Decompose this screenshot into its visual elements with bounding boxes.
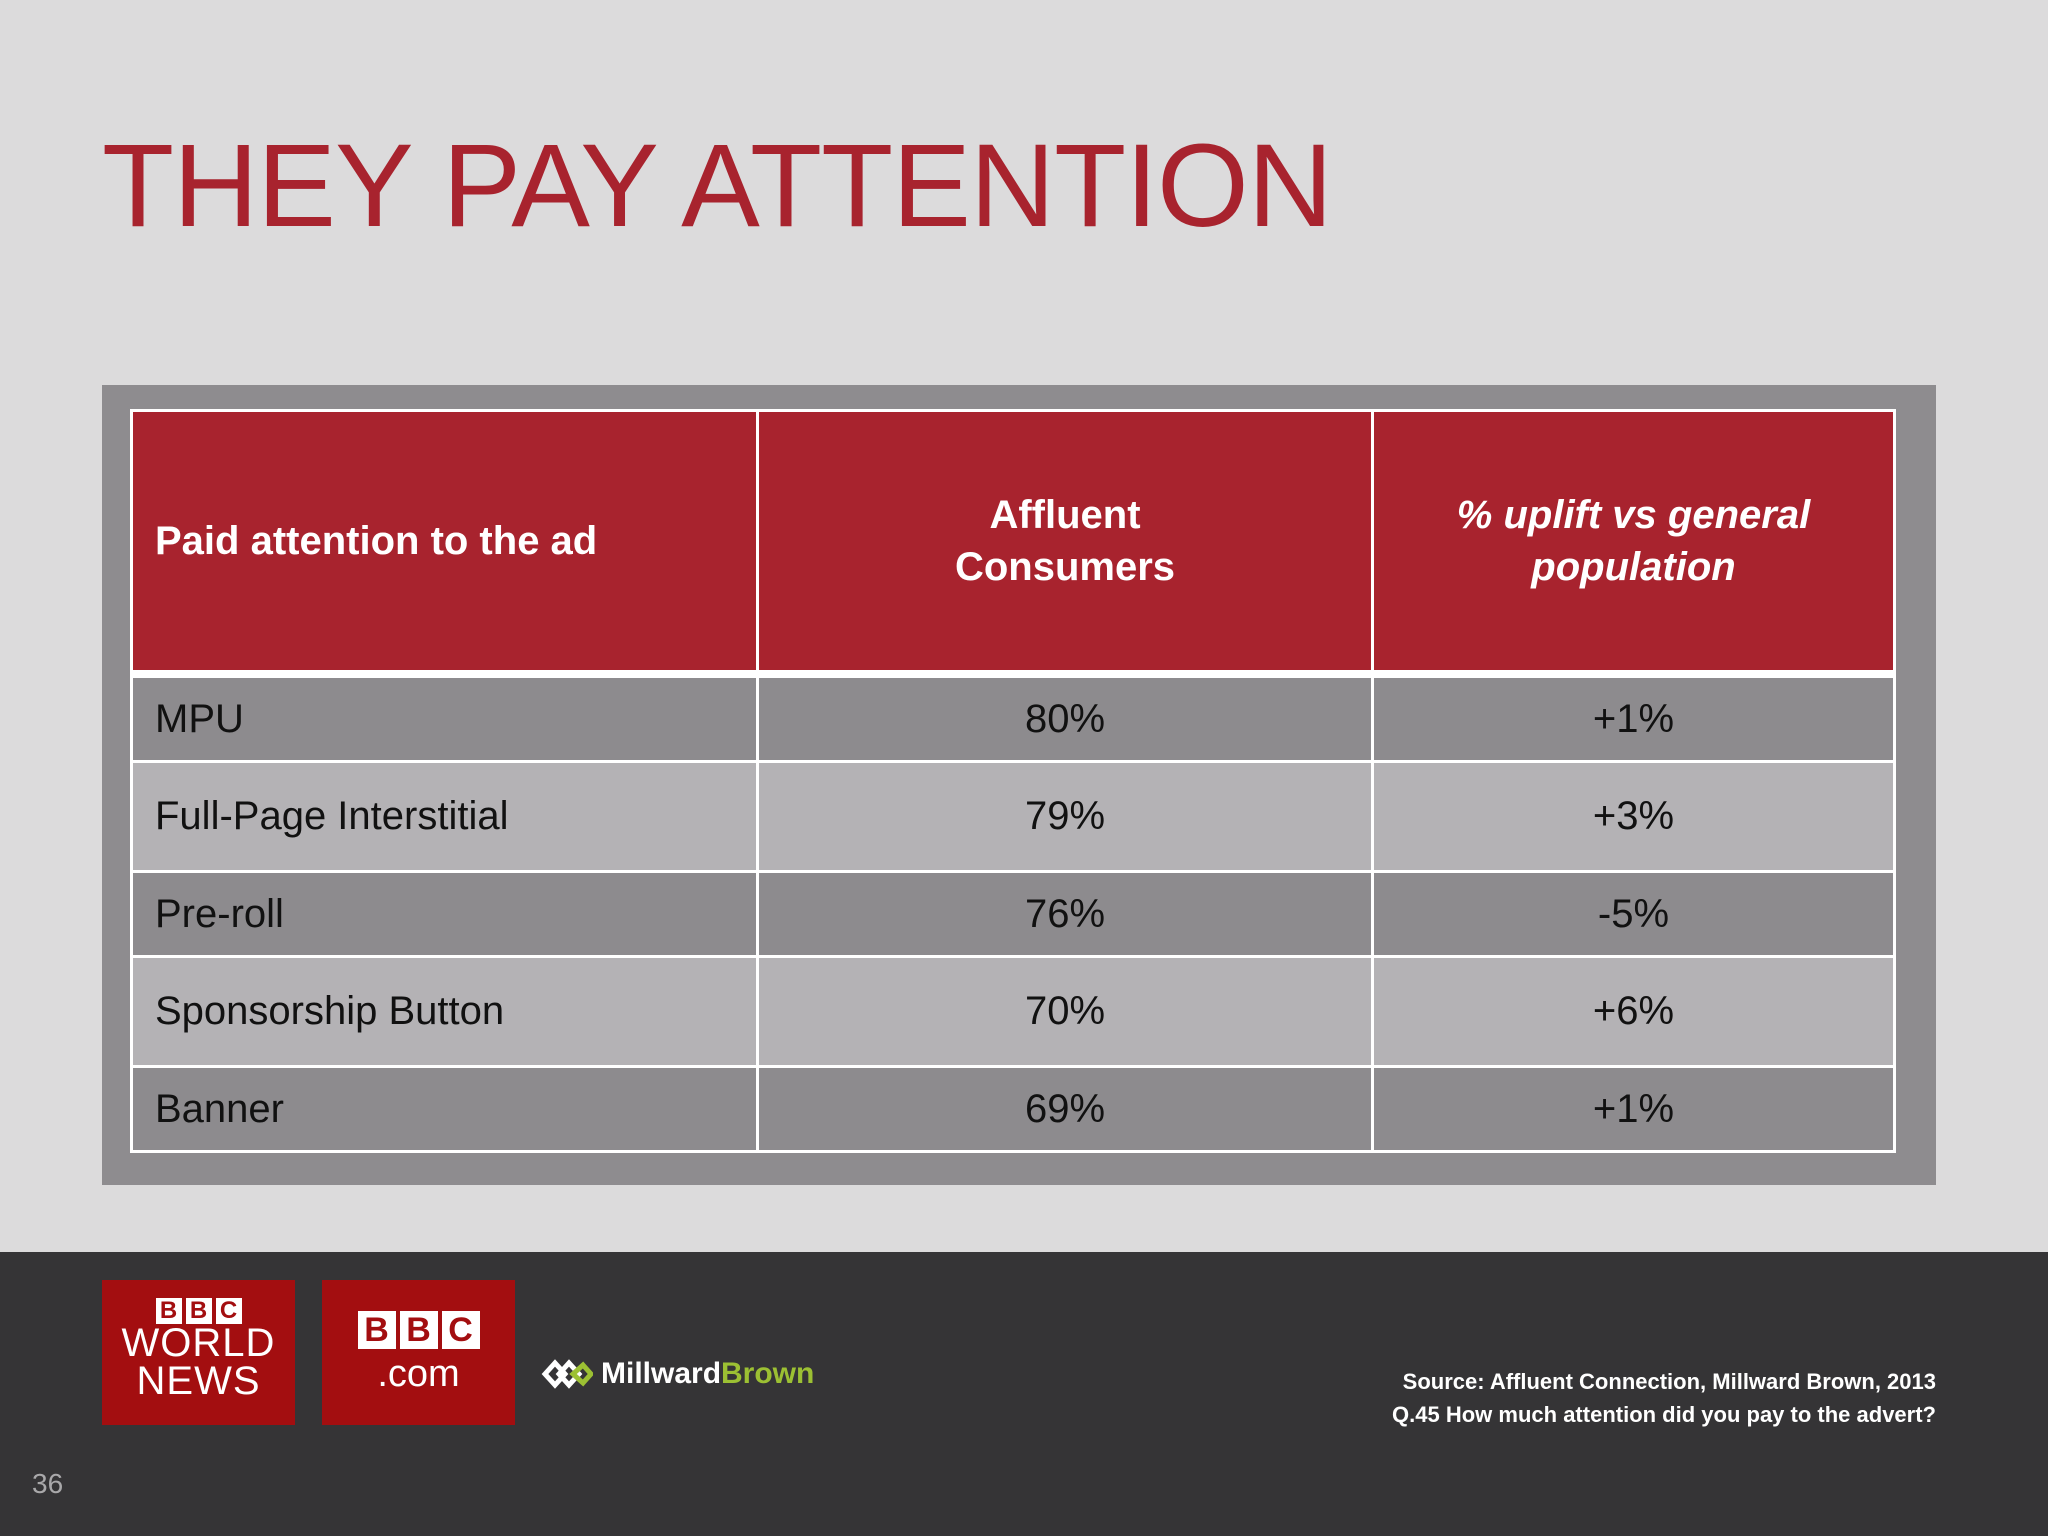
wordmark-millward: Millward [601,1357,721,1390]
millward-brown-wordmark: MillwardBrown [601,1357,814,1391]
row-label: Full-Page Interstitial [132,762,758,872]
bbc-blocks: B B C [322,1311,515,1349]
row-affluent-value: 70% [758,957,1373,1067]
header-affluent-consumers: Affluent Consumers [758,411,1373,675]
row-affluent-value: 79% [758,762,1373,872]
logo-dotcom-text: .com [322,1353,515,1396]
row-uplift-value: +3% [1373,762,1895,872]
millward-brown-mark-icon [541,1357,593,1391]
bbc-block-c: C [442,1311,480,1349]
page-number: 36 [32,1468,63,1500]
header-ad-type: Paid attention to the ad [132,411,758,675]
table-row: MPU 80% +1% [132,674,1895,762]
header-uplift-text: % uplift vs general population [1424,489,1844,593]
slide-title: THEY PAY ATTENTION [102,118,1332,254]
header-uplift: % uplift vs general population [1373,411,1895,675]
table-row: Banner 69% +1% [132,1067,1895,1152]
row-label: MPU [132,674,758,762]
table-row: Sponsorship Button 70% +6% [132,957,1895,1067]
millward-brown-logo: MillwardBrown [541,1354,814,1394]
row-uplift-value: -5% [1373,872,1895,957]
row-uplift-value: +1% [1373,1067,1895,1152]
bbc-world-news-logo: B B C WORLD NEWS [102,1280,295,1425]
wordmark-brown: Brown [721,1357,814,1390]
row-uplift-value: +6% [1373,957,1895,1067]
header-affluent-text: Affluent Consumers [935,489,1195,593]
source-note: Source: Affluent Connection, Millward Br… [1392,1365,1936,1431]
source-line-1: Source: Affluent Connection, Millward Br… [1392,1365,1936,1398]
row-uplift-value: +1% [1373,674,1895,762]
table-row: Full-Page Interstitial 79% +3% [132,762,1895,872]
logo-world-text: WORLD [102,1324,295,1362]
row-affluent-value: 69% [758,1067,1373,1152]
row-affluent-value: 80% [758,674,1373,762]
bbc-block-b2: B [400,1311,438,1349]
bbc-com-logo: B B C .com [322,1280,515,1425]
row-label: Sponsorship Button [132,957,758,1067]
table-row: Pre-roll 76% -5% [132,872,1895,957]
source-line-2: Q.45 How much attention did you pay to t… [1392,1398,1936,1431]
row-affluent-value: 76% [758,872,1373,957]
row-label: Pre-roll [132,872,758,957]
bbc-block-b1: B [358,1311,396,1349]
attention-table: Paid attention to the ad Affluent Consum… [130,409,1896,1153]
table-header-row: Paid attention to the ad Affluent Consum… [132,411,1895,675]
logo-news-text: NEWS [102,1362,295,1400]
row-label: Banner [132,1067,758,1152]
